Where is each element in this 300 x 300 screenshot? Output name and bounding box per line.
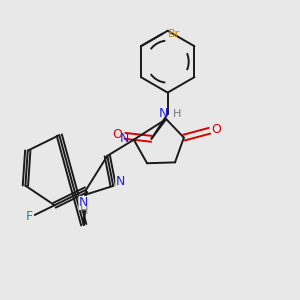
Text: O: O — [113, 128, 122, 141]
Text: F: F — [26, 210, 33, 223]
Text: N: N — [120, 132, 129, 145]
Text: N: N — [159, 107, 168, 120]
Text: N: N — [79, 196, 88, 209]
Text: O: O — [211, 123, 221, 136]
Text: Br: Br — [168, 29, 180, 39]
Text: N: N — [116, 175, 125, 188]
Text: H: H — [173, 109, 181, 119]
Text: H: H — [80, 206, 88, 216]
